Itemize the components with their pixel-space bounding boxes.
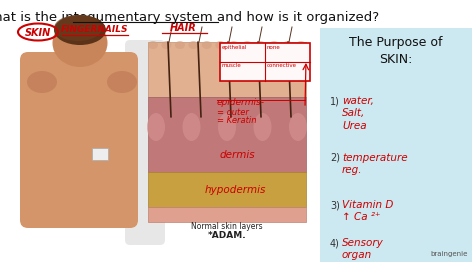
Text: = Keratin: = Keratin: [217, 116, 256, 125]
FancyBboxPatch shape: [320, 28, 472, 262]
Ellipse shape: [27, 71, 57, 93]
Text: 3): 3): [330, 200, 340, 210]
Ellipse shape: [53, 19, 108, 67]
Text: = outer: = outer: [217, 108, 249, 117]
Ellipse shape: [218, 113, 236, 141]
Text: Sensory
organ: Sensory organ: [342, 238, 384, 260]
Ellipse shape: [254, 113, 272, 141]
Ellipse shape: [202, 41, 212, 49]
Ellipse shape: [289, 113, 307, 141]
FancyBboxPatch shape: [20, 52, 138, 228]
Text: 4): 4): [330, 238, 340, 248]
Text: HAIR: HAIR: [170, 23, 196, 33]
Text: hypodermis: hypodermis: [205, 185, 266, 195]
Ellipse shape: [54, 15, 102, 41]
Text: SKIN: SKIN: [25, 28, 51, 38]
Ellipse shape: [182, 113, 201, 141]
FancyBboxPatch shape: [148, 42, 306, 97]
Ellipse shape: [148, 41, 158, 49]
Text: connective: connective: [267, 63, 297, 68]
Text: What is the integumentary system and how is it organized?: What is the integumentary system and how…: [0, 11, 379, 24]
Text: Normal skin layers: Normal skin layers: [191, 222, 263, 231]
Ellipse shape: [107, 71, 137, 93]
FancyBboxPatch shape: [59, 49, 100, 75]
Ellipse shape: [215, 41, 225, 49]
Text: dermis: dermis: [220, 150, 255, 160]
Text: Vitamin D
↑ Ca ²⁺: Vitamin D ↑ Ca ²⁺: [342, 200, 393, 222]
Text: *ADAM.: *ADAM.: [208, 231, 246, 240]
FancyBboxPatch shape: [92, 148, 108, 160]
Ellipse shape: [269, 41, 279, 49]
Ellipse shape: [242, 41, 252, 49]
Text: FINGERNAILS: FINGERNAILS: [61, 26, 129, 35]
Text: water,
Salt,
Urea: water, Salt, Urea: [342, 96, 374, 131]
Text: muscle: muscle: [222, 63, 242, 68]
Ellipse shape: [229, 41, 239, 49]
Text: none: none: [267, 45, 281, 50]
Text: epidermis-: epidermis-: [217, 98, 265, 107]
FancyBboxPatch shape: [148, 97, 306, 172]
FancyBboxPatch shape: [148, 172, 306, 207]
Ellipse shape: [147, 113, 165, 141]
FancyBboxPatch shape: [220, 43, 310, 81]
FancyBboxPatch shape: [148, 207, 306, 222]
Text: 2): 2): [330, 153, 340, 163]
Text: temperature
reg.: temperature reg.: [342, 153, 408, 175]
Text: braingenie: braingenie: [430, 251, 468, 257]
FancyBboxPatch shape: [125, 40, 165, 245]
Ellipse shape: [283, 41, 292, 49]
Ellipse shape: [54, 15, 106, 45]
Ellipse shape: [175, 41, 185, 49]
Ellipse shape: [162, 41, 172, 49]
Text: 1): 1): [330, 96, 340, 106]
Text: The Purpose of
SKIN:: The Purpose of SKIN:: [349, 36, 443, 66]
Ellipse shape: [255, 41, 265, 49]
Text: epithelial: epithelial: [222, 45, 247, 50]
Ellipse shape: [296, 41, 306, 49]
Ellipse shape: [188, 41, 198, 49]
